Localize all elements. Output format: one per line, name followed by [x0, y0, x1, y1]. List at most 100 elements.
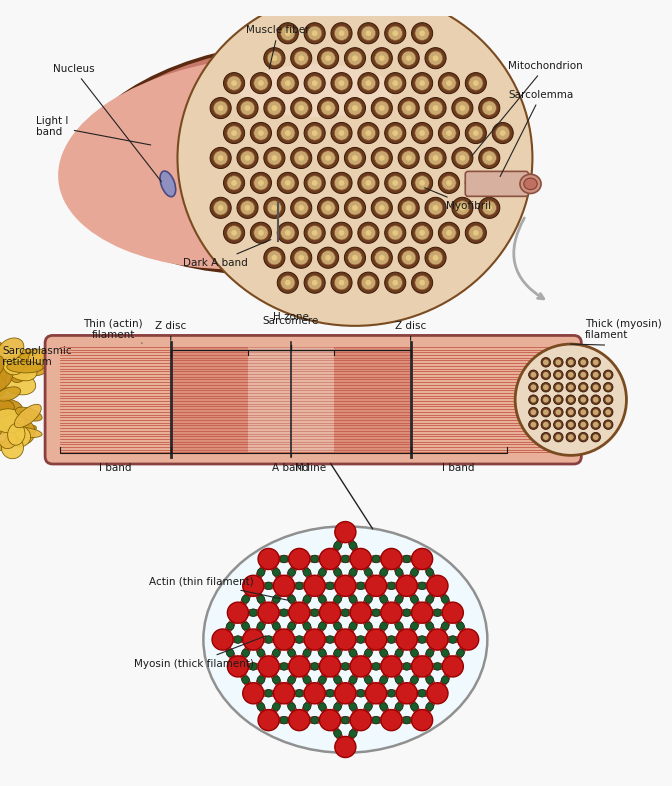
Circle shape — [395, 623, 403, 630]
Circle shape — [347, 101, 362, 116]
Circle shape — [344, 97, 366, 119]
Ellipse shape — [423, 590, 436, 609]
Circle shape — [285, 80, 291, 86]
Ellipse shape — [0, 429, 17, 449]
Ellipse shape — [239, 670, 252, 689]
Circle shape — [465, 222, 487, 244]
Ellipse shape — [331, 616, 344, 636]
Ellipse shape — [409, 590, 421, 609]
Circle shape — [425, 247, 446, 268]
Circle shape — [251, 172, 271, 193]
Circle shape — [325, 55, 331, 61]
Ellipse shape — [409, 563, 421, 582]
Circle shape — [556, 372, 561, 377]
Circle shape — [311, 663, 319, 670]
Ellipse shape — [439, 616, 451, 636]
Circle shape — [415, 226, 429, 240]
Ellipse shape — [350, 636, 372, 643]
Circle shape — [294, 251, 308, 265]
Circle shape — [388, 582, 395, 590]
Circle shape — [303, 649, 311, 657]
Circle shape — [446, 80, 452, 86]
Circle shape — [379, 255, 384, 261]
Circle shape — [226, 649, 234, 657]
Circle shape — [296, 689, 303, 697]
Circle shape — [605, 372, 611, 377]
Circle shape — [285, 130, 291, 136]
Circle shape — [419, 31, 425, 36]
Circle shape — [566, 370, 576, 380]
Ellipse shape — [255, 563, 267, 582]
Circle shape — [271, 55, 278, 61]
Ellipse shape — [380, 582, 402, 590]
Circle shape — [452, 97, 473, 119]
Circle shape — [267, 251, 282, 265]
Circle shape — [278, 272, 298, 293]
Circle shape — [473, 230, 478, 236]
Circle shape — [541, 407, 550, 417]
Ellipse shape — [8, 425, 31, 447]
Circle shape — [304, 23, 325, 44]
Ellipse shape — [393, 616, 405, 636]
Circle shape — [364, 676, 372, 684]
Circle shape — [371, 97, 392, 119]
Circle shape — [311, 555, 319, 563]
Circle shape — [579, 370, 588, 380]
Circle shape — [291, 48, 312, 68]
Circle shape — [465, 172, 487, 193]
Circle shape — [403, 716, 411, 724]
Circle shape — [452, 148, 473, 168]
Circle shape — [442, 649, 449, 657]
Circle shape — [380, 676, 388, 684]
Circle shape — [415, 176, 429, 190]
Ellipse shape — [423, 644, 436, 663]
Ellipse shape — [204, 527, 487, 753]
Circle shape — [374, 200, 389, 215]
Circle shape — [433, 105, 438, 111]
Ellipse shape — [224, 616, 237, 636]
Ellipse shape — [362, 590, 374, 609]
Circle shape — [482, 101, 497, 116]
Circle shape — [325, 155, 331, 161]
Circle shape — [388, 176, 403, 190]
Text: I band: I band — [442, 463, 475, 473]
Circle shape — [339, 80, 344, 86]
Circle shape — [419, 80, 425, 86]
Ellipse shape — [366, 609, 387, 616]
Circle shape — [281, 226, 295, 240]
Circle shape — [581, 384, 586, 390]
Circle shape — [605, 397, 611, 402]
Circle shape — [379, 205, 384, 211]
Circle shape — [361, 26, 376, 40]
Ellipse shape — [350, 690, 372, 696]
Circle shape — [350, 549, 371, 570]
Ellipse shape — [270, 697, 282, 716]
Ellipse shape — [423, 563, 436, 582]
Circle shape — [428, 151, 443, 165]
Circle shape — [568, 434, 574, 440]
Circle shape — [425, 48, 446, 68]
Circle shape — [411, 23, 433, 44]
Circle shape — [581, 372, 586, 377]
Ellipse shape — [58, 56, 460, 270]
Ellipse shape — [347, 590, 359, 609]
Circle shape — [398, 197, 419, 219]
Circle shape — [411, 623, 418, 630]
Circle shape — [339, 31, 344, 36]
Circle shape — [392, 230, 398, 236]
Circle shape — [241, 101, 255, 116]
Circle shape — [304, 123, 325, 144]
Circle shape — [579, 432, 588, 442]
Ellipse shape — [301, 644, 313, 663]
Circle shape — [334, 676, 341, 684]
Circle shape — [224, 123, 245, 144]
Circle shape — [379, 105, 384, 111]
Circle shape — [384, 23, 406, 44]
Circle shape — [406, 255, 411, 261]
Circle shape — [442, 656, 464, 677]
Circle shape — [245, 155, 251, 161]
Ellipse shape — [423, 670, 436, 689]
Ellipse shape — [350, 582, 372, 590]
Circle shape — [529, 420, 538, 429]
Circle shape — [278, 123, 298, 144]
